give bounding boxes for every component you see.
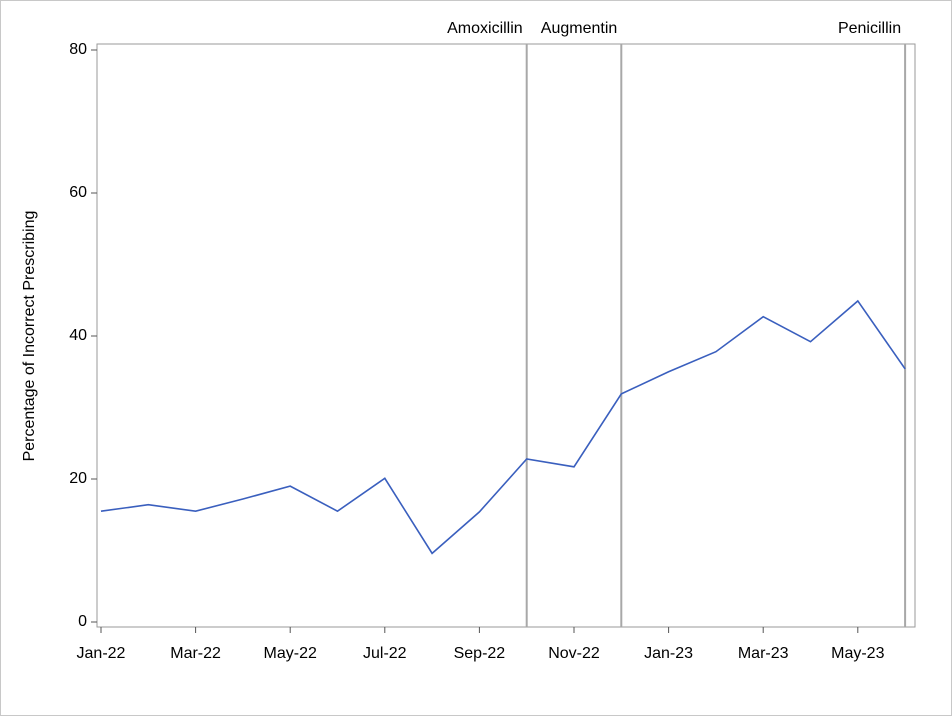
y-tick-label: 60 [69, 184, 87, 201]
x-tick-label: Mar-22 [170, 645, 221, 662]
x-tick-label: Nov-22 [548, 645, 600, 662]
data-line [100, 299, 906, 555]
x-tick-label: Mar-23 [738, 645, 789, 662]
reference-label: Penicillin [838, 20, 901, 37]
y-tick-label: 80 [69, 41, 87, 58]
x-tick-label: Sep-22 [454, 645, 506, 662]
x-tick-label: May-22 [264, 645, 317, 662]
y-tick-label: 40 [69, 327, 87, 344]
x-tick-label: May-23 [831, 645, 884, 662]
reference-label: Amoxicillin [447, 20, 523, 37]
y-axis-label: Percentage of Incorrect Prescribing [21, 211, 38, 462]
x-tick-label: Jan-22 [77, 645, 126, 662]
x-tick-label: Jan-23 [644, 645, 693, 662]
x-tick-label: Jul-22 [363, 645, 407, 662]
reference-label: Augmentin [541, 20, 618, 37]
y-tick-label: 0 [78, 613, 87, 630]
y-tick-label: 20 [69, 470, 87, 487]
